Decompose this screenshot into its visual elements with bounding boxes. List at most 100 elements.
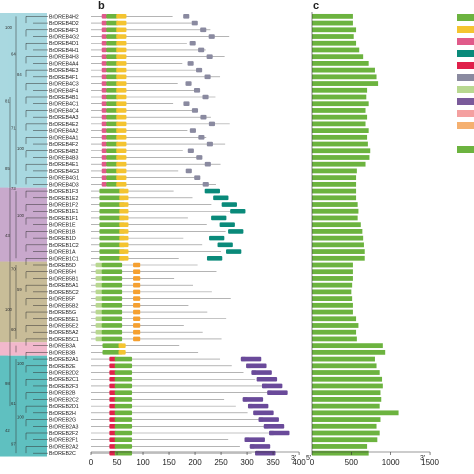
motif-box	[116, 114, 127, 120]
motif-box	[101, 148, 107, 154]
gene-label: BrDREB5D	[49, 263, 76, 269]
gene-label: BrDREB1E	[49, 223, 76, 229]
motif-box	[99, 195, 125, 201]
motif-box	[101, 161, 107, 167]
motif-box	[133, 269, 141, 275]
gene-label: BrDREB1F1	[49, 216, 78, 222]
length-bar	[312, 188, 357, 194]
motif-box	[106, 87, 119, 93]
motif-box	[101, 182, 107, 187]
motif-x-tick-label: 0	[89, 458, 94, 467]
motif-box	[196, 155, 203, 160]
motif-box	[101, 14, 107, 19]
motif-box	[95, 309, 103, 315]
motif-box	[99, 202, 125, 207]
gene-label: BrDREB1A	[49, 250, 76, 256]
motif-box	[116, 182, 127, 187]
motif-box	[101, 121, 107, 127]
motif-box	[228, 229, 244, 234]
bootstrap-value: 98	[5, 381, 10, 386]
motif-box	[116, 20, 127, 26]
motif-box	[95, 276, 103, 281]
motif-box	[101, 309, 123, 315]
gene-label: BrDREB2A1	[49, 357, 78, 363]
motif-box	[244, 437, 265, 443]
phylogenetic-tree: 100 64 84 81 71 100 85 73 100 43 70 59 100 60 100 98 61 1…	[5, 16, 48, 454]
gene-label: BrDREB1C1	[49, 256, 79, 262]
length-bar	[312, 34, 354, 39]
panel-c-start-label: 5'	[306, 455, 311, 462]
subfamily-tab	[0, 342, 8, 356]
motif-box	[95, 303, 103, 308]
motif-box	[185, 81, 192, 86]
length-bar	[312, 296, 353, 301]
motif-box	[101, 128, 107, 133]
panel-b-end-label: 3'	[291, 455, 296, 462]
motif-box	[133, 303, 141, 308]
motif-box	[114, 444, 133, 449]
motif-box	[106, 94, 119, 100]
motif-box	[106, 20, 119, 26]
motif-box	[114, 417, 133, 422]
gene-label: BrDREB2C	[49, 451, 76, 457]
bootstrap-value: 100	[5, 307, 13, 312]
motif-box	[116, 121, 127, 127]
length-bar	[312, 269, 353, 275]
motif-x-tick-label: 150	[162, 458, 176, 467]
motif-box	[116, 87, 127, 93]
gene-label: BrDREB5C2	[49, 290, 79, 296]
motif-box	[99, 215, 125, 221]
length-bar	[312, 175, 357, 181]
motif-box	[206, 141, 213, 147]
motif-box	[183, 14, 190, 19]
legend-swatch	[457, 86, 474, 93]
gene-label: BrDREB5A2	[49, 330, 78, 336]
length-bar	[312, 309, 353, 315]
length-bar	[312, 255, 365, 261]
gene-label: BrDREB5C1	[49, 337, 79, 343]
length-bar	[312, 74, 377, 80]
length-bar	[312, 215, 358, 221]
length-bar	[312, 94, 367, 100]
motif-box	[116, 161, 127, 167]
motif-box	[263, 423, 285, 429]
gene-label: BrDREB2D1	[49, 404, 79, 410]
gene-label: BrDREB4D1	[49, 41, 79, 47]
length-bar	[312, 437, 378, 443]
length-bar	[312, 229, 363, 234]
motif-box	[133, 289, 141, 295]
motif-box	[185, 168, 192, 174]
motif-box	[101, 168, 107, 174]
motif-box	[119, 208, 129, 214]
length-bar	[312, 235, 364, 241]
motif-box	[119, 188, 129, 194]
motif-box	[101, 67, 107, 73]
motif-box	[116, 74, 127, 80]
motif-box	[106, 141, 119, 147]
motif-box	[116, 101, 127, 107]
gene-label: BrDREB2E	[49, 364, 76, 370]
gene-label: BrDREB4B1	[49, 95, 78, 101]
gene-label: BrDREB4C1	[49, 102, 79, 108]
motif-box	[95, 282, 103, 288]
motif-box	[204, 74, 211, 80]
motif-x-tick-label: 400	[292, 458, 306, 467]
motif-box	[217, 242, 233, 248]
legend-length-swatch	[457, 146, 474, 153]
motif-box	[116, 54, 127, 59]
motif-box	[99, 222, 125, 227]
motif-box	[106, 148, 119, 154]
length-bar	[312, 249, 365, 254]
gene-label: BrDREB4F3	[49, 28, 78, 34]
motif-box	[106, 67, 119, 73]
gene-label: BrDREB4E3	[49, 68, 78, 74]
length-bar	[312, 108, 366, 113]
motif-box	[101, 61, 107, 66]
motif-box	[116, 175, 127, 180]
gene-label: BrDREB4F4	[49, 88, 78, 94]
bootstrap-value: 60	[11, 327, 16, 332]
motif-box	[247, 403, 269, 409]
length-bar	[312, 383, 383, 389]
gene-label: BrDREB4D3	[49, 182, 79, 188]
